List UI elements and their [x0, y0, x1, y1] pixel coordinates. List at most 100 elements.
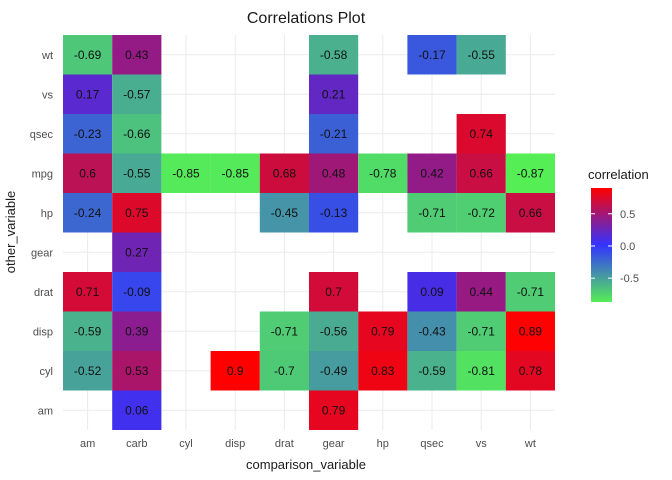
- cell-label: -0.43: [418, 324, 446, 338]
- cell-label: 0.06: [125, 403, 149, 417]
- cell-label: -0.59: [418, 364, 446, 378]
- heatmap-cell: [63, 351, 113, 391]
- cell-label: -0.78: [369, 166, 397, 180]
- heatmap-cell: [63, 193, 113, 233]
- cell-label: -0.71: [468, 324, 496, 338]
- cell-label: 0.66: [519, 206, 543, 220]
- cell-label: 0.78: [519, 364, 543, 378]
- cell-label: 0.44: [470, 285, 494, 299]
- y-axis-ticks: am cyl disp drat gear hp mpg qsec vs wt: [30, 50, 54, 418]
- heatmap-cell: [358, 311, 408, 351]
- cell-label: 0.79: [371, 324, 395, 338]
- heatmap-cell: [456, 35, 506, 75]
- heatmap-cell: [505, 193, 555, 233]
- x-tick-label: disp: [225, 438, 245, 450]
- heatmap-cell: [259, 351, 309, 391]
- x-tick-label: vs: [476, 438, 488, 450]
- heatmap-cell: [407, 351, 457, 391]
- heatmap-cell: [259, 153, 309, 193]
- cell-label: 0.53: [125, 364, 149, 378]
- heatmap-cell: [112, 351, 162, 391]
- heatmap-cell: [309, 35, 359, 75]
- y-tick-label: vs: [42, 89, 54, 101]
- cell-label: 0.09: [420, 285, 444, 299]
- heatmap-cell: [456, 114, 506, 154]
- heatmap-cell: [309, 114, 359, 154]
- heatmap-cell: [456, 153, 506, 193]
- cell-label: 0.83: [371, 364, 395, 378]
- cell-label: -0.49: [320, 364, 348, 378]
- heatmap-cell: [407, 35, 457, 75]
- heatmap-cell: [407, 193, 457, 233]
- cell-label: -0.72: [468, 206, 496, 220]
- legend-title: correlation: [588, 167, 649, 182]
- heatmap-cell: [309, 351, 359, 391]
- cell-label: -0.13: [320, 206, 348, 220]
- heatmap-cells: -0.69 0.43 -0.58 -0.17 -0.55 0.17 -0.57 0.21 -0.…: [63, 35, 555, 430]
- cell-label: -0.58: [320, 48, 348, 62]
- cell-label: 0.43: [125, 48, 149, 62]
- cell-label: -0.71: [271, 324, 299, 338]
- x-tick-label: carb: [126, 438, 147, 450]
- heatmap-cell: [63, 35, 113, 75]
- cell-label: -0.87: [517, 166, 545, 180]
- heatmap-cell: [407, 311, 457, 351]
- heatmap-cell: [259, 193, 309, 233]
- legend-tick-label: 0.0: [620, 241, 635, 253]
- x-axis-ticks: am carb cyl disp drat gear hp qsec vs wt: [80, 438, 536, 450]
- heatmap-cell: [358, 153, 408, 193]
- cell-label: 0.79: [322, 403, 346, 417]
- heatmap-cell: [505, 351, 555, 391]
- heatmap-cell: [505, 311, 555, 351]
- y-tick-label: qsec: [30, 129, 54, 141]
- cell-label: -0.23: [74, 127, 102, 141]
- heatmap-cell: [456, 193, 506, 233]
- y-tick-label: hp: [41, 208, 53, 220]
- cell-label: -0.57: [123, 87, 151, 101]
- cell-label: -0.66: [123, 127, 151, 141]
- heatmap-cell: [112, 390, 162, 430]
- legend-tick-label: -0.5: [620, 273, 639, 285]
- cell-label: 0.7: [325, 285, 342, 299]
- x-tick-label: wt: [524, 438, 536, 450]
- heatmap-cell: [309, 153, 359, 193]
- cell-label: -0.69: [74, 48, 102, 62]
- heatmap-cell: [63, 74, 113, 114]
- heatmap-cell: [309, 74, 359, 114]
- heatmap-cell: [309, 193, 359, 233]
- cell-label: 0.66: [470, 166, 494, 180]
- y-tick-label: mpg: [32, 168, 53, 180]
- cell-label: 0.74: [470, 127, 494, 141]
- heatmap-cell: [112, 74, 162, 114]
- cell-label: -0.71: [418, 206, 446, 220]
- cell-label: -0.85: [172, 166, 200, 180]
- y-tick-label: drat: [34, 287, 53, 299]
- cell-label: -0.7: [274, 364, 295, 378]
- x-tick-label: hp: [377, 438, 389, 450]
- y-tick-label: disp: [33, 326, 53, 338]
- cell-label: 0.27: [125, 245, 149, 259]
- cell-label: -0.81: [468, 364, 496, 378]
- heatmap-cell: [407, 272, 457, 312]
- cell-label: 0.71: [76, 285, 100, 299]
- heatmap-cell: [456, 351, 506, 391]
- cell-label: -0.52: [74, 364, 102, 378]
- heatmap-cell: [358, 351, 408, 391]
- heatmap-cell: [112, 232, 162, 272]
- cell-label: -0.21: [320, 127, 348, 141]
- heatmap-cell: [112, 35, 162, 75]
- heatmap-cell: [259, 311, 309, 351]
- heatmap-cell: [112, 311, 162, 351]
- cell-label: 0.6: [79, 166, 96, 180]
- cell-label: -0.71: [517, 285, 545, 299]
- heatmap-cell: [210, 153, 260, 193]
- x-tick-label: qsec: [420, 438, 444, 450]
- heatmap-cell: [309, 390, 359, 430]
- cell-label: 0.9: [227, 364, 244, 378]
- legend-ticks: 0.5 0.0 -0.5: [591, 209, 639, 285]
- heatmap-cell: [456, 311, 506, 351]
- y-tick-label: wt: [41, 50, 53, 62]
- cell-label: 0.42: [420, 166, 444, 180]
- cell-label: 0.39: [125, 324, 149, 338]
- heatmap-cell: [407, 153, 457, 193]
